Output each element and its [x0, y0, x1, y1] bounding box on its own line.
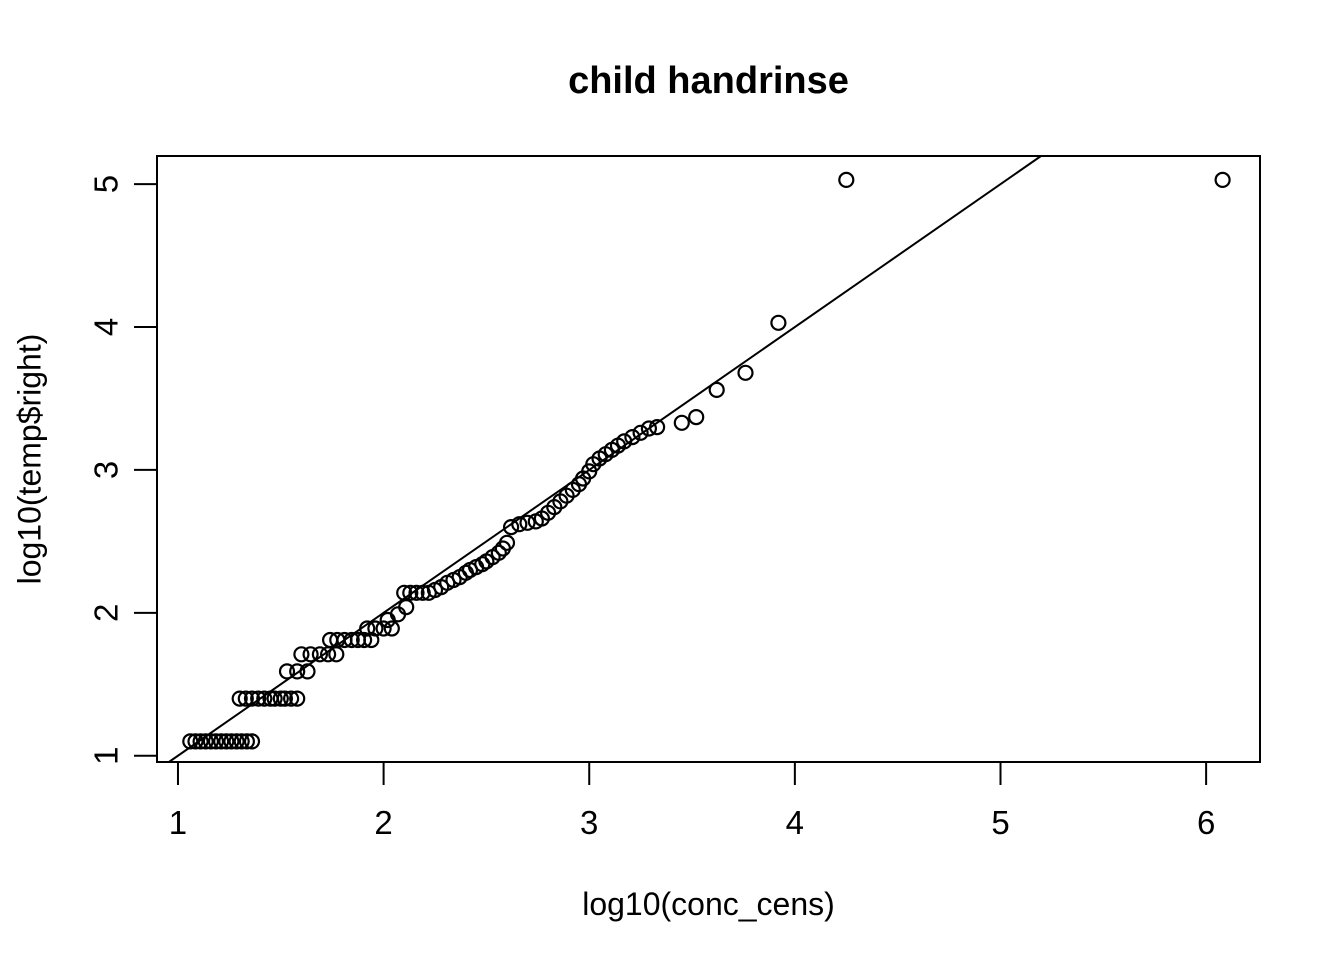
data-point [402, 584, 419, 601]
data-point [640, 420, 658, 437]
x-tick-label: 3 [580, 804, 598, 841]
data-point [233, 733, 250, 750]
y-tick-label: 2 [88, 604, 125, 622]
data-point [503, 518, 520, 536]
data-point [490, 544, 507, 561]
data-point [838, 171, 855, 188]
y-tick-label: 1 [88, 747, 125, 765]
data-point [237, 690, 254, 707]
data-point [283, 690, 300, 707]
plot-box [156, 155, 1261, 763]
data-point [278, 663, 296, 680]
data-point [1214, 171, 1231, 188]
data-point [498, 534, 516, 551]
data-point [375, 620, 392, 637]
data-point [272, 690, 289, 707]
x-tick-label: 1 [169, 804, 187, 841]
data-point [218, 733, 235, 750]
chart-title: child handrinse [568, 60, 849, 102]
data-point [396, 584, 413, 601]
data-point [770, 314, 787, 331]
data-point [243, 733, 261, 750]
data-point [228, 733, 245, 750]
data-point [289, 663, 306, 680]
data-point [289, 690, 306, 707]
data-point [673, 414, 690, 431]
data-point [213, 733, 230, 750]
data-point [519, 514, 536, 531]
y-tick-label: 4 [88, 318, 125, 336]
data-point [624, 429, 641, 446]
x-tick-label: 2 [374, 804, 392, 841]
data-point [708, 381, 725, 398]
x-tick-label: 6 [1197, 804, 1215, 841]
data-point [299, 663, 316, 680]
x-axis-label: log10(conc_cens) [582, 886, 835, 922]
data-point [359, 620, 376, 637]
data-point [343, 631, 360, 649]
data-point [207, 733, 225, 750]
data-point [408, 584, 425, 601]
data-point [616, 433, 633, 450]
data-point [231, 690, 248, 707]
data-point [648, 419, 666, 436]
data-point [256, 690, 273, 707]
data-point [276, 690, 293, 707]
data-point [302, 646, 319, 663]
data-point [238, 733, 255, 750]
data-point [367, 620, 384, 637]
data-point [243, 690, 261, 707]
data-point [328, 646, 345, 663]
data-point [250, 690, 267, 707]
data-point [356, 631, 373, 649]
data-point [511, 516, 528, 533]
data-point [182, 733, 199, 750]
data-point [688, 409, 705, 426]
data-point [187, 733, 204, 750]
data-point [266, 690, 283, 707]
x-tick-label: 5 [991, 804, 1009, 841]
y-tick-label: 5 [88, 175, 125, 193]
data-point [311, 646, 328, 663]
data-point [197, 733, 214, 750]
x-tick-label: 4 [786, 804, 804, 841]
data-point [192, 733, 209, 750]
y-tick-label: 3 [88, 461, 125, 479]
data-point [223, 733, 240, 750]
data-point [632, 424, 649, 441]
data-point [202, 733, 219, 750]
data-point [737, 364, 754, 381]
data-point [383, 620, 400, 637]
data-point [293, 646, 310, 663]
